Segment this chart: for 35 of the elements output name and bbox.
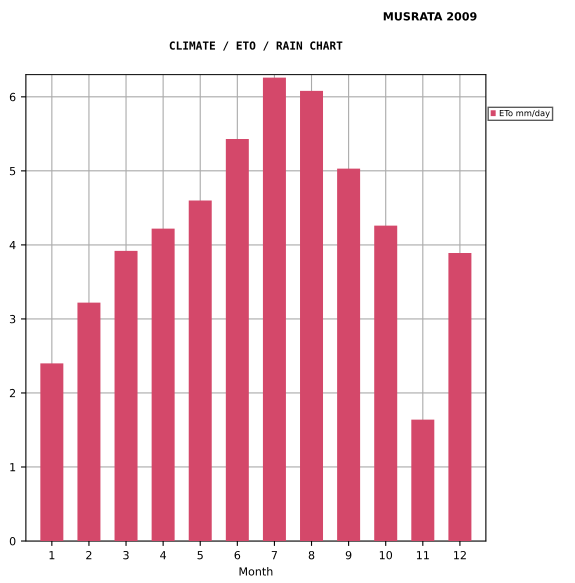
y-tick-label: 4 (10, 241, 16, 250)
x-axis-title: Month (240, 567, 272, 576)
bar (374, 226, 398, 542)
x-tick-label: 2 (86, 550, 92, 560)
x-tick-label: 1 (50, 551, 54, 560)
bar (262, 78, 286, 542)
x-tick-label: 10 (380, 550, 392, 560)
y-tick-label: 1 (10, 463, 16, 472)
bar (40, 363, 64, 542)
x-tick-label: 7 (272, 551, 278, 560)
legend-label: ETo mm/day (500, 110, 550, 118)
y-tick-label: 2 (10, 388, 16, 398)
x-tick-label: 11 (416, 551, 429, 560)
x-tick-label: 9 (346, 550, 352, 560)
y-tick-label: 0 (10, 537, 16, 546)
bar (188, 200, 212, 542)
bar (114, 250, 138, 542)
y-tick-label: 6 (10, 92, 16, 102)
y-tick-label: 5 (10, 166, 16, 176)
chart-title: CLIMATE / ETO / RAIN CHART (170, 41, 342, 51)
bar (337, 168, 360, 542)
bar (411, 420, 434, 542)
bar (152, 228, 175, 542)
x-tick-label: 4 (160, 551, 166, 560)
bar (300, 90, 324, 542)
x-tick-label: 6 (234, 550, 240, 560)
bar (448, 253, 472, 542)
x-tick-label: 12 (454, 550, 466, 560)
bar (77, 302, 100, 542)
x-tick-label: 3 (123, 550, 129, 560)
y-tick-label: 3 (10, 314, 16, 324)
chart-subtitle: MUSRATA 2009 (384, 12, 477, 21)
bar (226, 139, 249, 542)
x-tick-label: 8 (308, 550, 314, 560)
x-tick-label: 5 (198, 551, 203, 560)
